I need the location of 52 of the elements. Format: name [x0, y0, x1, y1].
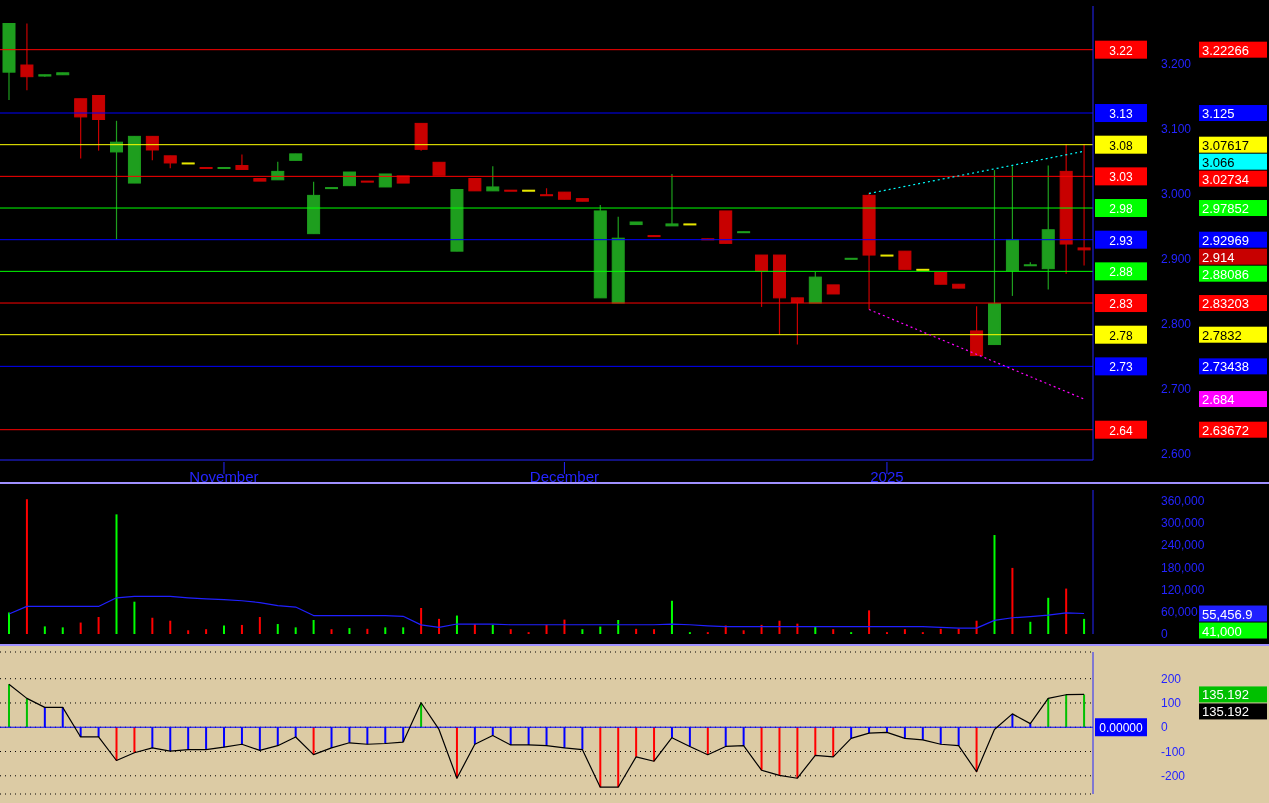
- ref-line-label: 2.93: [1109, 233, 1133, 248]
- y-tick-label: -100: [1161, 744, 1186, 759]
- ref-line-label: 3.13: [1109, 107, 1133, 122]
- text: 2.83203: [1202, 296, 1249, 312]
- ref-line-label: 3.03: [1109, 170, 1133, 185]
- text: 2.92969: [1202, 232, 1249, 248]
- y-tick-label: 2.700: [1161, 381, 1192, 396]
- y-tick-label: 120,000: [1161, 582, 1205, 597]
- ref-line-label: 0.00000: [1099, 721, 1144, 736]
- y-tick-label: 0: [1161, 627, 1168, 641]
- y-tick-label: -200: [1161, 768, 1186, 783]
- x-tick-label: 2025: [870, 468, 904, 485]
- text: 2.88086: [1202, 266, 1249, 282]
- text: 135.192: [1202, 687, 1249, 703]
- text: 2.684: [1202, 392, 1235, 408]
- y-tick-label: 3.100: [1161, 122, 1192, 137]
- text: 55,456.9: [1202, 606, 1253, 622]
- y-tick-label: 0: [1161, 720, 1168, 735]
- y-tick-label: 3.200: [1161, 57, 1192, 72]
- y-tick-label: 100: [1161, 695, 1182, 710]
- y-tick-label: 2.900: [1161, 251, 1192, 266]
- y-tick-label: 60,000: [1161, 604, 1199, 619]
- y-tick-label: 240,000: [1161, 538, 1205, 553]
- ref-line-label: 2.73: [1109, 360, 1133, 375]
- x-tick-label: December: [529, 468, 600, 485]
- text: 3.07617: [1202, 137, 1249, 153]
- ref-line-label: 2.64: [1109, 423, 1133, 438]
- ref-line-label: 2.83: [1109, 297, 1133, 312]
- text: 3.22266: [1202, 42, 1249, 58]
- y-tick-label: 2.600: [1161, 446, 1192, 461]
- y-tick-label: 2.800: [1161, 316, 1192, 331]
- text: 2.97852: [1202, 201, 1249, 217]
- text: 2.73438: [1202, 359, 1249, 375]
- y-tick-label: 3.000: [1161, 187, 1192, 202]
- y-tick-label: 180,000: [1161, 560, 1205, 575]
- text: 2.7832: [1202, 327, 1242, 343]
- y-tick-label: 300,000: [1161, 516, 1205, 531]
- text: 3.066: [1202, 154, 1235, 170]
- text: 41,000: [1202, 623, 1242, 639]
- ref-line-label: 2.88: [1109, 265, 1133, 280]
- y-tick-label: 200: [1161, 671, 1182, 686]
- text: 2.914: [1202, 249, 1235, 265]
- text: 3.125: [1202, 106, 1235, 122]
- ref-line-label: 3.08: [1109, 138, 1133, 153]
- text: 3.02734: [1202, 171, 1249, 187]
- text: 135.192: [1202, 704, 1249, 720]
- text: 2.63672: [1202, 422, 1249, 438]
- ref-line-label: 2.98: [1109, 202, 1133, 217]
- ref-line-label: 3.22: [1109, 43, 1133, 58]
- ref-line-label: 2.78: [1109, 328, 1133, 343]
- x-tick-label: November: [189, 468, 259, 485]
- y-tick-label: 360,000: [1161, 494, 1205, 509]
